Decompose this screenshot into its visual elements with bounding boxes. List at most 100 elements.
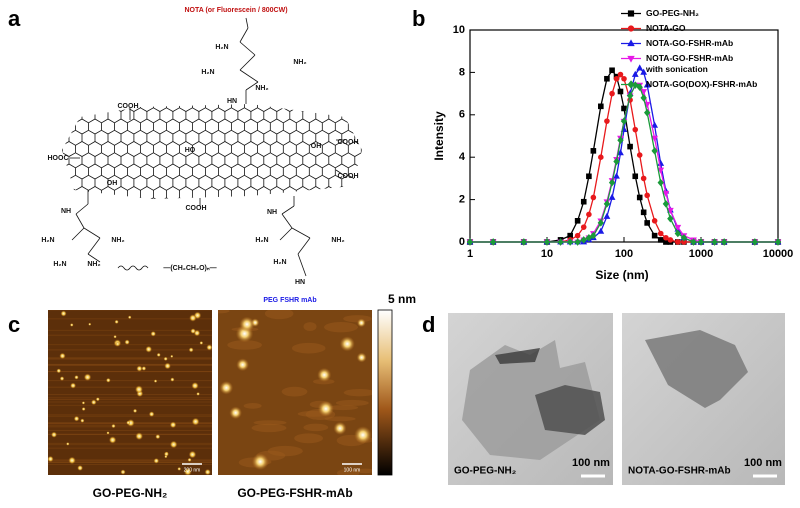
afm-particle (60, 310, 67, 317)
image-caption: GO-PEG-NH₂ (93, 486, 168, 500)
bond (297, 237, 311, 255)
structure-label: H₂N (201, 69, 214, 76)
afm-particle (124, 339, 130, 345)
image-caption: NOTA-GO-FSHR-mAb (628, 466, 731, 477)
marker (657, 178, 664, 187)
afm-texture (303, 423, 329, 432)
afm-particle (164, 362, 171, 370)
legend-label: NOTA-GO-FSHR-mAb (646, 38, 734, 48)
afm-particle (219, 380, 234, 395)
structure-label: HN (227, 98, 237, 105)
marker (640, 94, 647, 102)
afm-particle (70, 382, 77, 389)
marker (632, 126, 639, 133)
legend-icon (621, 10, 641, 17)
afm-particle (59, 352, 66, 360)
marker (627, 80, 635, 89)
bond (281, 205, 295, 215)
marker (585, 233, 593, 242)
afm-particle (134, 385, 143, 394)
bond (291, 227, 311, 239)
marker (674, 224, 682, 231)
legend-item: NOTA-GO-FSHR-mAb with sonication (620, 53, 796, 75)
afm-particle (251, 453, 269, 471)
structure-label: COOH (338, 139, 359, 146)
afm-particle (164, 455, 168, 459)
marker (621, 105, 627, 112)
structure-label: H₂N (41, 237, 54, 244)
legend-label: GO-PEG-NH₂ (646, 8, 699, 18)
afm-particle (155, 434, 161, 440)
afm-particle (206, 344, 212, 351)
afm-particle (204, 468, 211, 475)
afm-particle (132, 408, 138, 413)
marker (586, 173, 592, 180)
afm-texture (291, 342, 326, 354)
structure-label: PEG FSHR mAb (263, 297, 316, 304)
afm-particle (191, 417, 200, 426)
marker (663, 234, 669, 241)
marker (651, 218, 658, 224)
marker (617, 136, 624, 145)
afm-particle (191, 382, 199, 390)
structure-label: OH (107, 180, 118, 187)
marker (640, 175, 647, 182)
marker (613, 157, 620, 166)
marker (640, 68, 648, 75)
afm-particle (127, 315, 132, 320)
legend-icon (621, 80, 641, 89)
afm-texture (336, 469, 360, 475)
afm-texture (218, 310, 230, 314)
bond (335, 169, 346, 177)
marker (626, 91, 634, 100)
scale-bar-label: 200 nm (184, 467, 201, 473)
afm-particle (113, 335, 117, 339)
afm-particle (170, 354, 174, 358)
bond (87, 237, 101, 255)
structure-label: HOOC (48, 155, 69, 162)
marker (590, 194, 597, 201)
afm-particle (111, 423, 116, 429)
series-line (470, 67, 778, 243)
structure-label: NH₂ (111, 237, 124, 244)
afm-particle (74, 375, 79, 380)
tem-sheet (645, 330, 748, 408)
marker (774, 238, 782, 246)
y-tick-label: 8 (459, 66, 465, 78)
marker (627, 39, 635, 47)
afm-particle (169, 421, 177, 429)
bond (239, 41, 256, 56)
afm-image (48, 310, 212, 475)
marker (636, 64, 644, 71)
afm-particle (51, 431, 58, 438)
marker (617, 71, 624, 78)
bond (279, 227, 293, 241)
marker (627, 10, 635, 17)
series-line (470, 73, 778, 243)
tem-sheet (495, 348, 540, 364)
marker (597, 219, 605, 227)
panel-label: b (412, 6, 425, 31)
bond (83, 227, 101, 239)
afm-texture (281, 386, 308, 397)
structure-label: H₂N (53, 261, 66, 268)
afm-particle (169, 440, 178, 449)
marker (604, 118, 610, 124)
marker (598, 154, 604, 160)
bond (239, 54, 256, 71)
tem-sheet (535, 385, 605, 435)
x-axis-label: Size (nm) (595, 268, 648, 282)
marker (580, 224, 587, 230)
afm-particle (81, 407, 86, 411)
legend-label: NOTA-GO(DOX)-FSHR-mAb (646, 79, 758, 89)
legend-icon (621, 39, 641, 47)
structure-label: COOH (186, 205, 207, 212)
marker (609, 67, 615, 74)
afm-particle (56, 368, 62, 374)
structure-label: NOTA (or Fluorescein / 800CW) (184, 7, 287, 14)
afm-particle (333, 421, 347, 435)
afm-particle (106, 431, 110, 435)
bond (87, 253, 101, 263)
afm-particle (188, 347, 194, 353)
marker (613, 75, 620, 82)
